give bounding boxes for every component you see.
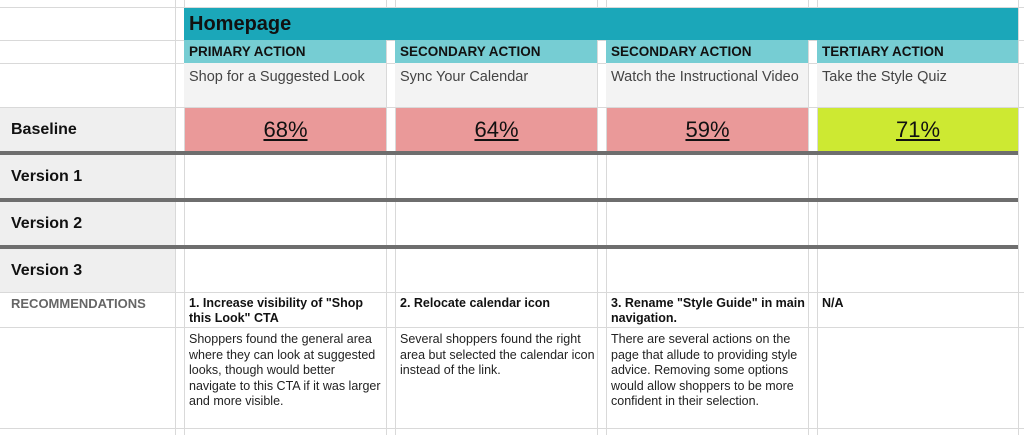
grid-line <box>606 0 607 435</box>
action-name-2: Sync Your Calendar <box>395 63 597 107</box>
recommendation-title-3: 3. Rename "Style Guide" in main navigati… <box>611 296 805 325</box>
grid-line <box>597 0 598 435</box>
grid-line <box>386 0 387 435</box>
action-name-4: Take the Style Quiz <box>817 63 1018 107</box>
recommendation-title-1: 1. Increase visibility of "Shop this Loo… <box>189 296 364 325</box>
grid-line <box>0 7 1024 8</box>
grid-line <box>817 0 818 435</box>
action-type-3: SECONDARY ACTION <box>606 40 808 63</box>
row-label-version-3: Version 3 <box>0 249 175 292</box>
grid-line <box>808 0 809 435</box>
grid-line <box>0 327 1024 328</box>
row-label-version-2: Version 2 <box>0 202 175 245</box>
action-name-3: Watch the Instructional Video <box>606 63 808 107</box>
action-type-2: SECONDARY ACTION <box>395 40 597 63</box>
grid-line <box>0 107 1024 108</box>
grid-line <box>0 428 1024 429</box>
section-title: Homepage <box>184 8 1018 40</box>
action-type-4: TERTIARY ACTION <box>817 40 1018 63</box>
recommendation-title-4: N/A <box>822 296 844 310</box>
recommendation-body-3: There are several actions on the page th… <box>611 332 798 408</box>
row-separator <box>0 245 1018 249</box>
action-name-1: Shop for a Suggested Look <box>184 63 386 107</box>
row-label-version-1: Version 1 <box>0 155 175 198</box>
row-separator <box>0 151 1018 155</box>
grid-line <box>184 0 185 435</box>
action-type-1: PRIMARY ACTION <box>184 40 386 63</box>
baseline-value-4[interactable]: 71% <box>818 108 1018 151</box>
row-separator <box>0 198 1018 202</box>
grid-line <box>1018 0 1019 435</box>
row-label-baseline: Baseline <box>0 108 175 151</box>
grid-line <box>0 292 1024 293</box>
baseline-value-1[interactable]: 68% <box>185 108 386 151</box>
recommendation-body-2: Several shoppers found the right area bu… <box>400 332 595 377</box>
recommendation-body-1: Shoppers found the general area where th… <box>189 332 381 408</box>
recommendations-label: RECOMMENDATIONS <box>11 296 146 311</box>
grid-line <box>175 0 176 435</box>
recommendation-title-2: 2. Relocate calendar icon <box>400 296 551 310</box>
grid-line <box>395 0 396 435</box>
baseline-value-3[interactable]: 59% <box>607 108 808 151</box>
baseline-value-2[interactable]: 64% <box>396 108 597 151</box>
